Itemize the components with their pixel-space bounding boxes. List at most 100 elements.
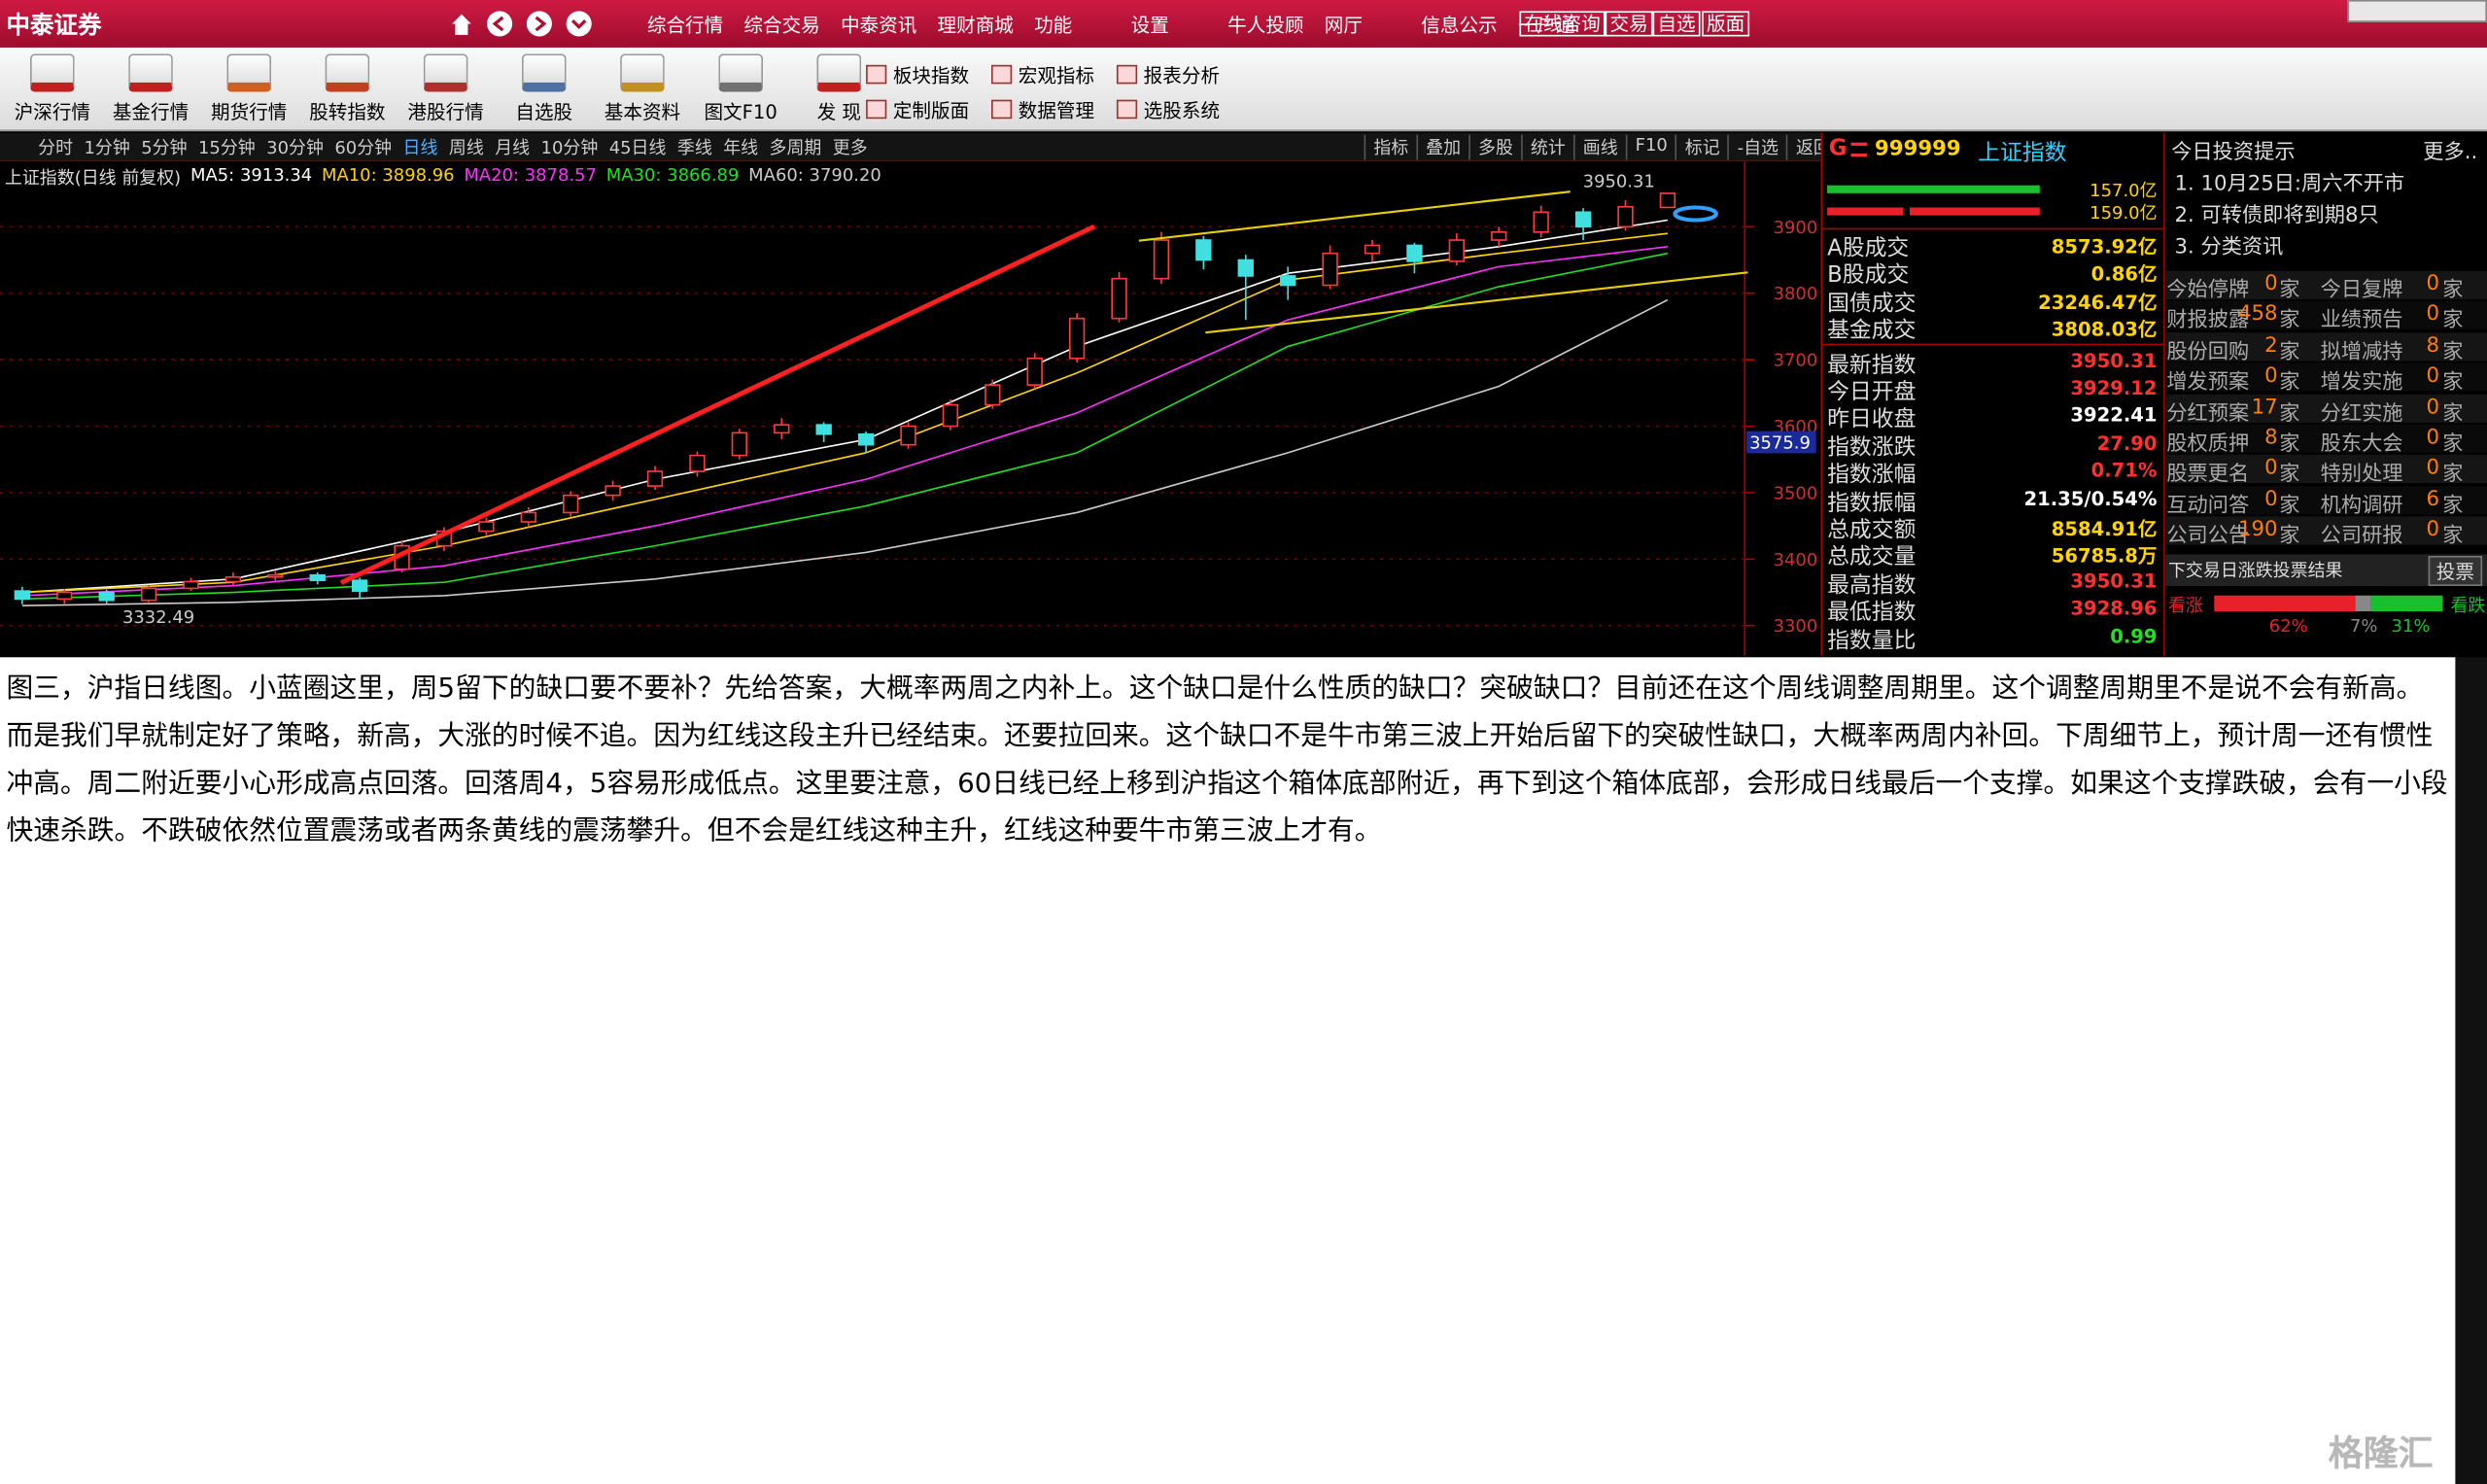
tip-unit: 家 — [2279, 463, 2300, 487]
candle-body — [900, 425, 916, 446]
y-tick-label: 3500 — [1774, 483, 1818, 503]
toolbar: 沪深行情 基金行情 期货行情 股转指数 港股行情 自选股 基本资料 图文F10 发 现板块指数宏… — [0, 47, 2487, 132]
toolbar-small-button[interactable]: 数据管理 — [991, 96, 1094, 121]
bar-label: 157.0亿 — [2090, 180, 2158, 201]
tool-button[interactable]: 指标 — [1364, 134, 1417, 160]
menu-item[interactable]: 牛人投顾 — [1227, 14, 1304, 37]
toolbar-button[interactable]: 沪深行情 — [5, 48, 100, 130]
title-button[interactable]: 在线咨询 — [1519, 11, 1606, 37]
toolbar-button[interactable]: 自选股 — [497, 48, 592, 130]
tip-unit: 家 — [2279, 401, 2300, 426]
period-tab[interactable]: 更多 — [832, 137, 868, 158]
vote-down: 看跌 — [2450, 595, 2486, 616]
quote-value: 3929.12 — [2070, 376, 2158, 399]
tip-item[interactable]: 3. 分类资讯 — [2174, 235, 2284, 260]
quote-panel: G 999999 上证指数 157.0亿 159.0亿 A股成交 8573.92亿 B股成交 0… — [1820, 132, 2165, 656]
period-list: 分时 1分钟 5分钟 15分钟 30分钟 60分钟 日线 周线 月线 10分钟 45日线 季线 年线 多周… — [38, 135, 868, 160]
period-tab[interactable]: 季线 — [676, 137, 712, 158]
vote-button[interactable]: 投票 — [2428, 556, 2483, 586]
tip-label: 增发预案 — [2166, 370, 2250, 396]
menu-item[interactable]: 一户通 — [1517, 14, 1575, 37]
candle-body — [815, 424, 832, 435]
candle-body — [1195, 239, 1212, 261]
candle-body — [1280, 275, 1296, 287]
candle-body — [1153, 239, 1170, 280]
period-tab[interactable]: 5分钟 — [141, 137, 188, 158]
stock-name: 上证指数 — [1978, 141, 2067, 167]
toolbar-button[interactable]: 基金行情 — [103, 48, 198, 130]
toolbar-icon — [620, 53, 665, 92]
period-tab[interactable]: 60分钟 — [334, 137, 393, 158]
menu-item[interactable]: 功能 — [1034, 14, 1073, 37]
toolbar-button[interactable]: 图文F10 — [693, 48, 788, 130]
tool-button[interactable]: 叠加 — [1416, 134, 1468, 160]
tip-count: 0 — [2426, 426, 2440, 450]
tip-count: 0 — [2264, 272, 2278, 296]
toolbar-button[interactable]: 发 现 — [791, 48, 886, 130]
tool-button[interactable]: 画线 — [1572, 134, 1626, 160]
tip-unit: 家 — [2279, 340, 2300, 364]
period-tab[interactable]: 多周期 — [769, 137, 822, 158]
tips-more[interactable]: 更多.. — [2423, 141, 2478, 165]
toolbar-small-icon — [866, 64, 887, 85]
title-button[interactable]: 交易 — [1605, 11, 1653, 37]
period-tab[interactable]: 月线 — [495, 137, 531, 158]
tip-unit: 家 — [2442, 278, 2464, 303]
title-button[interactable]: 版面 — [1702, 11, 1750, 37]
toolbar-icon — [226, 53, 272, 92]
tip-count: 0 — [2426, 395, 2440, 420]
period-tab[interactable]: 分时 — [38, 137, 74, 158]
quote-label: 基金成交 — [1827, 318, 1917, 344]
menu-item[interactable]: 信息公示 — [1421, 14, 1498, 37]
menu-item[interactable]: 中泰资讯 — [840, 14, 917, 37]
toolbar-button[interactable]: 基本资料 — [595, 48, 690, 130]
toolbar-button[interactable]: 期货行情 — [201, 48, 296, 130]
candle-body — [1068, 317, 1086, 360]
window-controls — [2347, 0, 2487, 22]
toolbar-icon — [521, 53, 567, 92]
tip-count: 0 — [2426, 302, 2440, 328]
period-tab[interactable]: 10分钟 — [540, 137, 599, 158]
chart-title: 上证指数(日线 前复权) — [4, 167, 182, 189]
tool-button[interactable]: F10 — [1625, 134, 1675, 160]
candle-body — [1574, 211, 1592, 228]
nav-icon-set — [452, 11, 592, 37]
toolbar-label: 发 现 — [816, 101, 862, 124]
menu-item[interactable]: 设置 — [1130, 14, 1169, 37]
period-tab[interactable]: 周线 — [448, 137, 484, 158]
tip-unit: 家 — [2442, 401, 2464, 426]
tip-unit: 家 — [2279, 278, 2300, 303]
tool-button[interactable]: 多股 — [1468, 134, 1521, 160]
candle-body — [309, 573, 326, 582]
tool-button[interactable]: 统计 — [1521, 134, 1573, 160]
y-tick-label: 3400 — [1774, 550, 1818, 570]
toolbar-small-button[interactable]: 定制版面 — [866, 96, 969, 121]
toolbar-button[interactable]: 股转指数 — [299, 48, 395, 130]
title-button[interactable]: 自选 — [1652, 11, 1701, 37]
period-tab[interactable]: 日线 — [402, 137, 438, 158]
period-tab[interactable]: 30分钟 — [266, 137, 324, 158]
tip-item[interactable]: 2. 可转债即将到期8只 — [2174, 204, 2379, 228]
toolbar-small-button[interactable]: 板块指数 — [866, 62, 969, 87]
toolbar-small-button[interactable]: 选股系统 — [1116, 96, 1220, 121]
toolbar-icon — [325, 53, 370, 92]
period-tab[interactable]: 45日线 — [608, 137, 667, 158]
menu-item[interactable]: 理财商城 — [937, 14, 1014, 37]
toolbar-label: 期货行情 — [211, 101, 288, 124]
menu-item[interactable]: 综合交易 — [743, 14, 820, 37]
period-tab[interactable]: 1分钟 — [84, 137, 130, 158]
period-tab[interactable]: 15分钟 — [198, 137, 256, 158]
candle-body — [1026, 357, 1043, 386]
candle-body — [98, 591, 115, 602]
toolbar-button[interactable]: 港股行情 — [398, 48, 494, 130]
menu-item[interactable]: 综合行情 — [646, 14, 724, 37]
menu-item[interactable]: 网厅 — [1324, 14, 1363, 37]
tip-item[interactable]: 1. 10月25日:周六不开市 — [2174, 172, 2405, 197]
period-tab[interactable]: 年线 — [723, 137, 759, 158]
tool-button[interactable]: -自选 — [1727, 134, 1786, 160]
candle-body — [731, 431, 748, 457]
quote-label: 总成交额 — [1827, 517, 1917, 543]
toolbar-small-button[interactable]: 报表分析 — [1116, 62, 1220, 87]
toolbar-small-button[interactable]: 宏观指标 — [991, 62, 1094, 87]
tool-button[interactable]: 标记 — [1675, 134, 1728, 160]
